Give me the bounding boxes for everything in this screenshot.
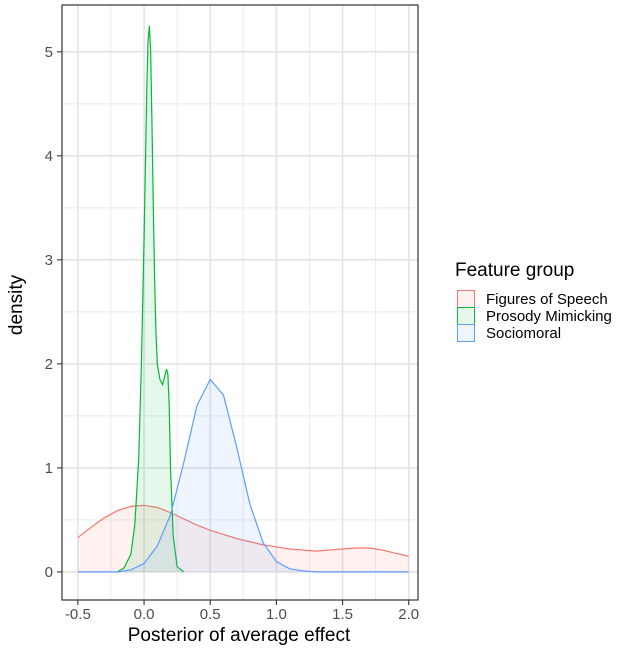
density-line	[77, 504, 409, 557]
density-line	[117, 25, 185, 573]
x-axis: -0.5 0.0 0.5 1.0 1.5 2.0	[65, 600, 419, 623]
legend-title: Feature group	[455, 260, 574, 281]
panel-border	[61, 4, 419, 601]
y-tick-label: 5	[45, 44, 53, 61]
x-tick-label: 2.0	[398, 606, 419, 623]
y-tick-label: 2	[45, 356, 53, 373]
x-tick-label: 0.0	[134, 606, 155, 623]
legend-label: Prosody Mimicking	[486, 308, 612, 325]
y-axis: 0 1 2 3 4 5	[45, 44, 62, 581]
plot-panel	[61, 4, 419, 601]
y-tick-label: 0	[45, 564, 53, 581]
x-tick-label: 1.5	[332, 606, 353, 623]
legend-key	[457, 307, 475, 325]
legend-label: Sociomoral	[486, 325, 561, 342]
legend-key	[457, 290, 475, 308]
y-tick-label: 1	[45, 460, 53, 477]
y-tick-label: 3	[45, 252, 53, 269]
legend-key	[457, 324, 475, 342]
y-axis-title: density	[6, 274, 27, 335]
x-axis-title: Posterior of average effect	[128, 625, 351, 646]
y-tick-label: 4	[45, 148, 53, 165]
density-area	[77, 505, 409, 572]
x-tick-label: 1.0	[266, 606, 287, 623]
x-tick-label: -0.5	[65, 606, 91, 623]
density-area	[117, 25, 184, 572]
x-tick-label: 0.5	[200, 606, 221, 623]
legend-label: Figures of Speech	[486, 291, 608, 308]
density-line	[77, 378, 409, 573]
